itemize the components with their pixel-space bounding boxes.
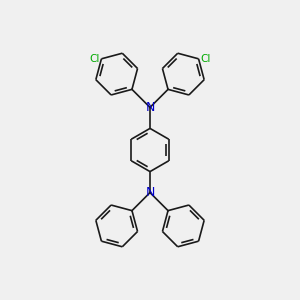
Text: Cl: Cl: [200, 54, 211, 64]
Text: N: N: [145, 101, 155, 114]
Text: N: N: [145, 186, 155, 199]
Text: Cl: Cl: [89, 54, 100, 64]
